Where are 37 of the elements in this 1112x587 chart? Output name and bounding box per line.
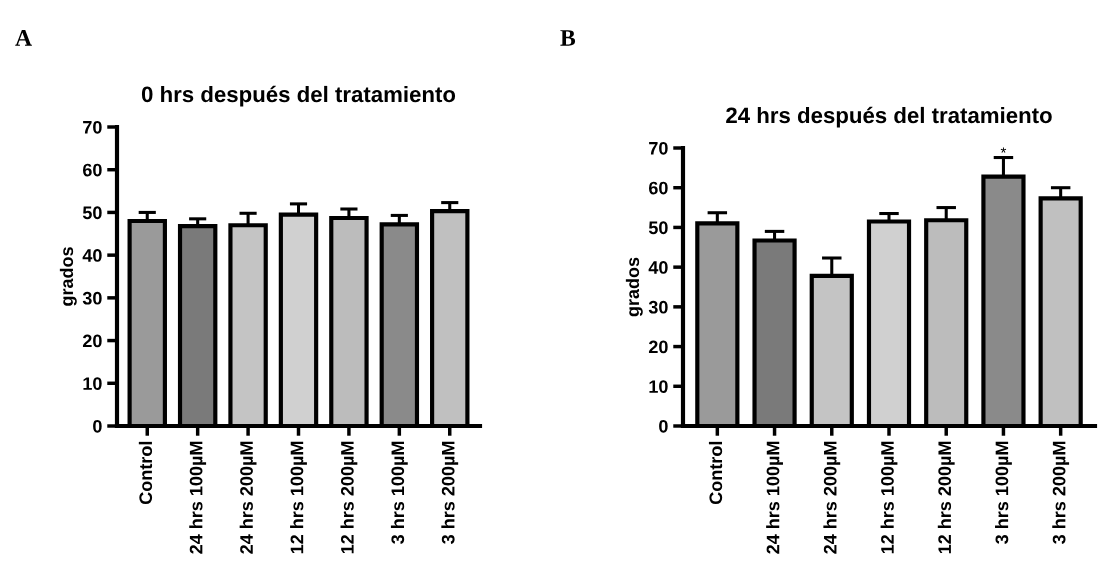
y-tick-label: 10 [649, 380, 668, 394]
y-tick-label: 70 [649, 141, 668, 155]
y-tick-label: 40 [648, 261, 668, 274]
y-axis-title: grados [625, 257, 643, 317]
x-tick-label: 24 hrs 100µM [766, 441, 783, 554]
y-tick-label: 50 [648, 221, 668, 235]
y-tick-label: 40 [82, 249, 102, 262]
y-axis-title: grados [59, 247, 77, 306]
y-tick-label: 60 [649, 181, 668, 195]
text: B [560, 30, 576, 46]
x-tick-label: Control [138, 441, 153, 505]
y-tick-label: 0 [659, 419, 668, 433]
chart-title: 0 hrs después del tratamiento [141, 85, 456, 107]
x-tick-label: 12 hrs 200µM [937, 441, 955, 554]
y-tick-label: 20 [648, 340, 668, 354]
x-tick-label: 12 hrs 100µM [880, 441, 898, 554]
y-tick-label: 70 [83, 120, 102, 134]
x-tick-label: 3 hrs 100µM [995, 441, 1012, 544]
x-tick-label: 12 hrs 100µM [290, 441, 307, 554]
y-tick-label: 20 [82, 334, 102, 348]
text: A [15, 30, 32, 46]
chart-title: 24 hrs después del tratamiento [726, 106, 1052, 128]
x-tick-label: 3 hrs 100µM [390, 441, 408, 544]
x-tick-label: 3 hrs 200µM [1052, 441, 1070, 544]
y-tick-label: 30 [648, 300, 668, 314]
x-tick-label: 24 hrs 200µM [239, 441, 257, 554]
x-tick-label: Control [708, 441, 723, 505]
y-tick-label: 0 [93, 419, 102, 433]
x-tick-label: 12 hrs 200µM [340, 441, 358, 554]
annotation: * [1000, 147, 1007, 153]
y-tick-label: 50 [82, 206, 102, 220]
y-tick-label: 60 [83, 163, 102, 177]
x-tick-label: 24 hrs 200µM [823, 441, 841, 554]
x-tick-label: 3 hrs 200µM [441, 441, 459, 544]
x-tick-label: 24 hrs 100µM [189, 441, 207, 554]
y-tick-label: 30 [82, 291, 102, 305]
y-tick-label: 10 [83, 377, 102, 391]
